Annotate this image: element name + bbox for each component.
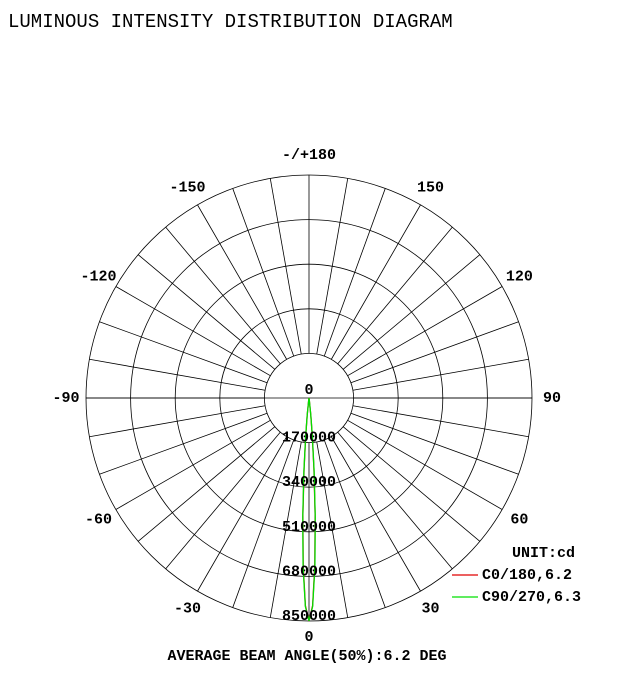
r-tick-label: 340000 [282, 474, 336, 491]
legend-label: C0/180,6.2 [482, 567, 572, 584]
angle-tick-label: 90 [543, 390, 561, 407]
angle-tick-label: 0 [304, 629, 313, 646]
r-tick-label: 0 [304, 382, 313, 399]
r-tick-label: 510000 [282, 519, 336, 536]
angle-tick-label: 150 [417, 180, 444, 197]
angle-tick-label: -150 [169, 180, 205, 197]
r-tick-label: 850000 [282, 608, 336, 625]
angle-tick-label: -60 [85, 511, 112, 528]
unit-label: UNIT:cd [512, 545, 575, 562]
intensity-curve [302, 397, 316, 622]
angle-tick-label: -/+180 [282, 147, 336, 164]
r-tick-label: 170000 [282, 430, 336, 447]
r-tick-label: 680000 [282, 563, 336, 580]
chart-title: LUMINOUS INTENSITY DISTRIBUTION DIAGRAM [8, 11, 453, 33]
angle-tick-label: 60 [510, 511, 528, 528]
angle-tick-label: -90 [52, 390, 79, 407]
angle-tick-label: -120 [81, 268, 117, 285]
angle-tick-label: -30 [174, 600, 201, 617]
legend-label: C90/270,6.3 [482, 589, 581, 606]
angle-tick-label: 30 [421, 600, 439, 617]
footer-note: AVERAGE BEAM ANGLE(50%):6.2 DEG [167, 648, 446, 665]
angle-tick-label: 120 [506, 268, 533, 285]
